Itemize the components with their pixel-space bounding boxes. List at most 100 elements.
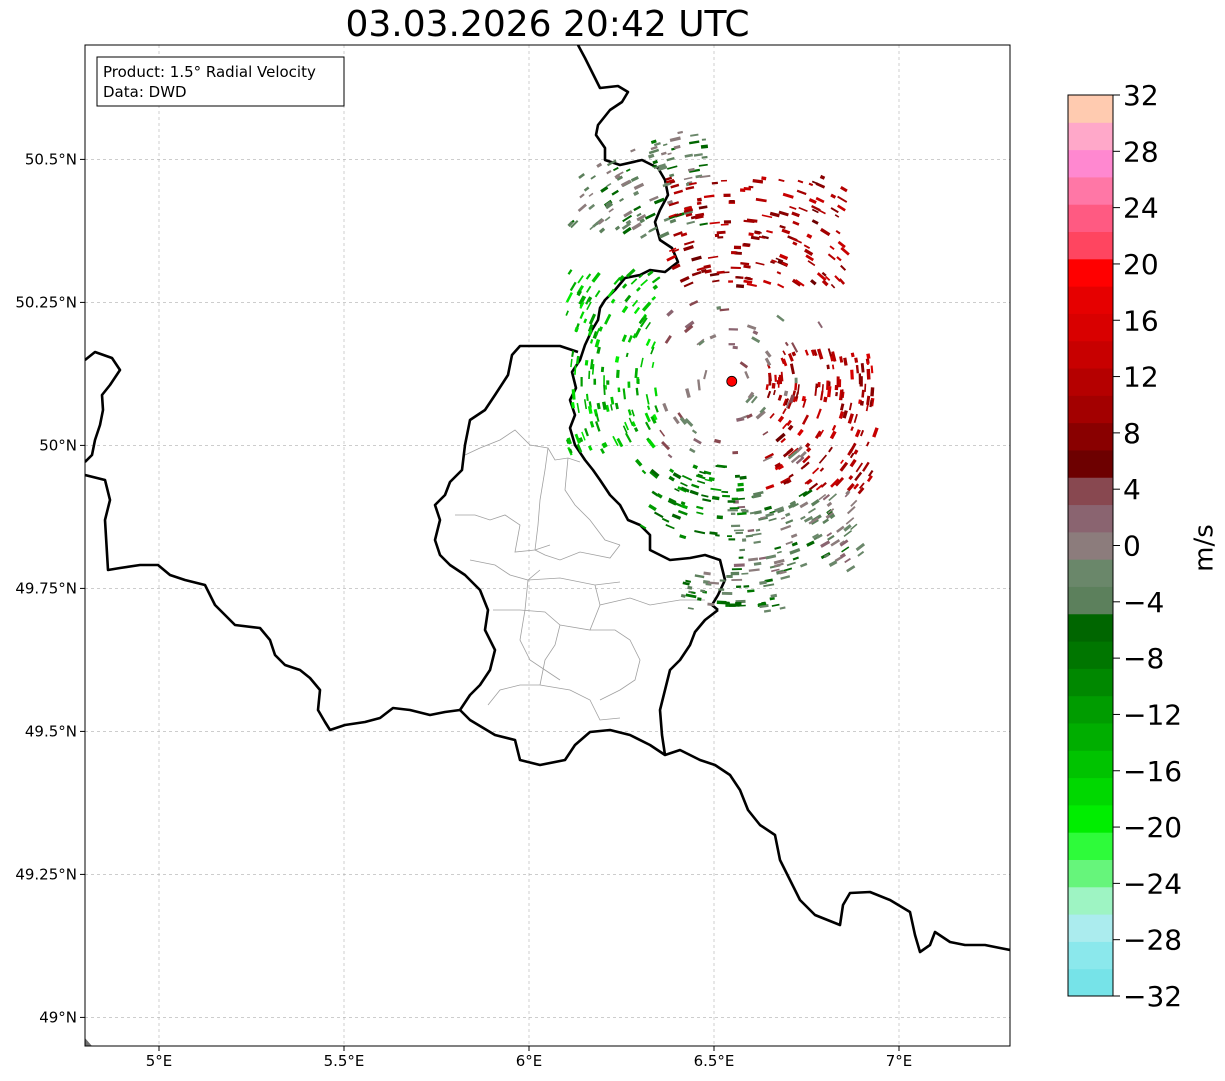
colorbar-segment [1068, 286, 1113, 314]
radar-echo [668, 213, 677, 218]
radar-echo [653, 511, 664, 519]
colorbar [1068, 95, 1113, 997]
radar-echo [680, 232, 688, 237]
radar-echo [829, 430, 837, 440]
radar-echo [627, 381, 631, 388]
radar-echo [650, 341, 656, 350]
radar-echo [685, 579, 692, 583]
radar-echo [789, 547, 801, 555]
colorbar-tick-label: 4 [1123, 473, 1141, 506]
radar-echo [796, 189, 807, 196]
radar-echo [841, 546, 850, 553]
radar-echo [687, 607, 694, 610]
radar-echo [839, 552, 846, 559]
radar-echo [844, 557, 851, 564]
radar-echo [836, 256, 842, 262]
radar-echo [786, 447, 794, 455]
radar-echo [866, 360, 869, 366]
colorbar-tick-label: 12 [1123, 361, 1159, 394]
colorbar-tick-label: −32 [1123, 980, 1182, 1013]
radar-echo [838, 278, 846, 285]
radar-echo [567, 269, 573, 275]
radar-echo [777, 283, 785, 289]
radar-echo [860, 363, 865, 373]
radar-echo [716, 230, 726, 235]
radar-echo [637, 379, 640, 385]
admin-boundaries [455, 429, 705, 721]
radar-echo [671, 513, 682, 520]
radar-echo [608, 208, 614, 213]
radar-echo [759, 406, 767, 414]
radar-echo [689, 447, 696, 454]
radar-echo [872, 427, 879, 438]
radar-echo [691, 270, 702, 277]
radar-echo [752, 330, 759, 336]
radar-echo [854, 429, 861, 438]
radar-echo [686, 220, 696, 225]
radar-echo [648, 504, 657, 512]
radar-echo [785, 519, 794, 525]
radar-echo [748, 232, 754, 237]
radar-echo [777, 415, 785, 423]
radar-echo [774, 546, 782, 550]
radar-echo [853, 413, 858, 423]
radar-echo [848, 402, 853, 411]
colorbar-segment [1068, 449, 1113, 478]
radar-echo [652, 413, 658, 421]
radar-echo [610, 298, 616, 304]
radar-echo [795, 445, 803, 453]
radar-echo [728, 343, 736, 346]
radar-echo [745, 276, 751, 281]
radar-echo [788, 473, 794, 479]
radar-echo [755, 410, 766, 420]
radar-echo [625, 352, 629, 358]
radar-echo [621, 283, 628, 289]
radar-echo [574, 365, 577, 375]
radar-echo [789, 205, 797, 210]
radar-echo [722, 494, 731, 498]
radar-echo [776, 271, 782, 275]
radar-echo [798, 490, 808, 498]
radar-echo [830, 539, 841, 547]
radar-echo [707, 602, 715, 607]
radar-echo [654, 387, 658, 397]
radar-echo [850, 523, 858, 531]
radar-echo [839, 461, 849, 472]
colorbar-tick-label: 8 [1123, 417, 1141, 450]
colorbar-tick-label: 16 [1123, 304, 1159, 337]
radar-echo [701, 155, 708, 159]
radar-echo [622, 388, 627, 400]
radar-site-marker [726, 375, 738, 387]
radar-echo [729, 199, 735, 203]
radar-echo [695, 212, 705, 218]
radar-echo [589, 339, 594, 344]
radar-echo [672, 472, 682, 480]
radar-echo [656, 492, 663, 499]
radar-echo [702, 498, 712, 503]
radar-echo [842, 410, 848, 419]
border-belgium-north [85, 350, 122, 463]
radar-echo [596, 402, 601, 410]
radar-echo [714, 438, 722, 444]
radar-echo [839, 403, 845, 411]
radar-echo [619, 197, 624, 202]
radar-echo [761, 176, 767, 181]
radar-echo [611, 189, 619, 196]
radar-echo [786, 419, 792, 427]
radar-echo [836, 525, 845, 533]
colorbar-segment [1068, 668, 1113, 697]
radar-echo [808, 182, 814, 187]
radar-echo [771, 382, 776, 389]
radar-echo [625, 219, 632, 226]
radar-echo [770, 260, 775, 265]
radar-echo [816, 348, 824, 360]
radar-echo [747, 529, 755, 533]
radar-echo [790, 533, 798, 539]
radar-echo [685, 182, 692, 187]
radar-echo [668, 201, 680, 207]
radar-echo [697, 480, 706, 485]
radar-echo [859, 400, 864, 406]
radar-echo [866, 353, 871, 359]
radar-echo [818, 429, 824, 438]
